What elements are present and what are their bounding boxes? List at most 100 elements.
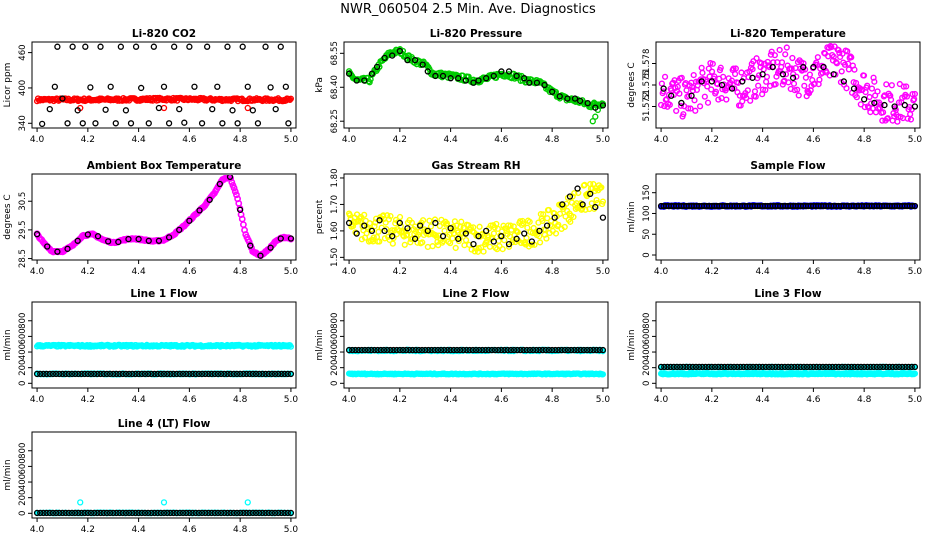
- data-point-magenta: [894, 118, 901, 125]
- data-point-black: [132, 370, 139, 378]
- data-point-black: [138, 509, 145, 517]
- data-point-black: [673, 363, 681, 371]
- data-point-black: [361, 77, 368, 84]
- data-point-black: [389, 233, 396, 240]
- y-tick-label: 68.25: [330, 109, 340, 133]
- x-tick-label: 4.8: [545, 135, 560, 145]
- data-point-black: [899, 363, 906, 371]
- plot-frame: [655, 173, 921, 261]
- data-point-black: [132, 43, 140, 50]
- data-point-black: [880, 363, 887, 371]
- y-tick-label: 51.572: [642, 92, 652, 122]
- data-point-black: [692, 363, 700, 371]
- y-tick-label: 800: [18, 313, 28, 329]
- data-point-black: [209, 106, 216, 113]
- data-point-magenta: [708, 86, 715, 93]
- data-point-black: [106, 509, 114, 517]
- data-point-black: [513, 72, 520, 80]
- data-point-black: [835, 363, 842, 371]
- y-tick-label: 400: [330, 344, 340, 360]
- data-point-magenta: [826, 72, 833, 79]
- data-point-black: [221, 509, 228, 517]
- data-point-black: [380, 346, 388, 354]
- data-point-black: [371, 346, 378, 354]
- data-point-black: [455, 235, 462, 242]
- data-point-black: [892, 363, 900, 371]
- data-point-black: [810, 63, 817, 71]
- data-point-yellow: [449, 235, 456, 242]
- x-tick-label: 4.0: [30, 525, 45, 535]
- data-point-yellow: [505, 222, 512, 229]
- data-point-black: [267, 244, 274, 251]
- data-point-yellow: [389, 240, 396, 247]
- y-tick-label: 68.40: [330, 75, 340, 99]
- data-point-black: [87, 509, 95, 517]
- data-point-yellow: [429, 243, 436, 250]
- data-point-black: [756, 363, 763, 371]
- data-point-black: [138, 84, 145, 92]
- data-point-black: [826, 363, 833, 371]
- data-point-black: [151, 509, 158, 517]
- data-point-black: [59, 370, 66, 378]
- data-point-black: [267, 84, 274, 91]
- data-point-magenta: [861, 103, 868, 111]
- data-point-black: [820, 63, 827, 71]
- y-tick-label: 29.5: [18, 220, 28, 239]
- data-point-magenta: [852, 79, 860, 87]
- data-point-black: [424, 227, 431, 235]
- data-point-black: [574, 346, 581, 354]
- data-point-black: [568, 346, 575, 354]
- x-tick-label: 4.0: [342, 395, 357, 405]
- data-point-magenta: [864, 82, 871, 89]
- data-point-black: [196, 207, 203, 214]
- data-point-black: [160, 83, 168, 90]
- data-point-black: [189, 509, 196, 517]
- x-tick-label: 4.0: [654, 135, 669, 145]
- data-point-black: [106, 370, 114, 378]
- data-point-black: [678, 99, 685, 107]
- data-point-black: [208, 509, 215, 517]
- data-point-magenta: [685, 92, 693, 99]
- data-point-black: [141, 370, 149, 378]
- data-point-black: [191, 83, 198, 90]
- data-point-black: [275, 370, 282, 378]
- data-point-yellow: [441, 227, 448, 234]
- data-point-black: [259, 370, 266, 378]
- plot-marks: [657, 43, 919, 125]
- data-point-black: [154, 370, 161, 378]
- data-point-black: [523, 346, 530, 354]
- data-point-yellow: [598, 184, 605, 191]
- x-tick-label: 4.0: [30, 135, 45, 145]
- data-point-magenta: [866, 93, 873, 101]
- data-point-black: [876, 363, 884, 371]
- data-point-black: [564, 346, 572, 354]
- data-point-black: [737, 363, 744, 371]
- data-point-yellow: [380, 212, 387, 219]
- data-point-black: [65, 370, 72, 378]
- data-point-magenta: [233, 191, 240, 199]
- plot-frame: [31, 431, 297, 519]
- x-tick-label: 4.8: [233, 267, 248, 277]
- data-point-black: [867, 363, 874, 371]
- data-point-magenta: [676, 90, 683, 97]
- data-point-black: [901, 101, 908, 109]
- data-point-magenta: [680, 111, 687, 118]
- data-point-black: [911, 103, 919, 110]
- data-point-black: [587, 190, 594, 197]
- data-point-black: [841, 363, 849, 371]
- data-point-black: [483, 75, 490, 82]
- x-tick-label: 4.6: [806, 395, 821, 405]
- data-point-black: [224, 509, 231, 517]
- data-point-magenta: [888, 82, 895, 89]
- data-point-black: [387, 346, 394, 354]
- data-point-black: [507, 346, 515, 354]
- data-point-black: [179, 370, 187, 378]
- data-point-black: [870, 363, 877, 371]
- data-point-black: [576, 97, 584, 104]
- data-point-black: [102, 106, 109, 113]
- data-point-black: [72, 509, 79, 517]
- data-point-magenta: [785, 79, 792, 86]
- data-point-magenta: [683, 87, 690, 94]
- data-point-black: [491, 346, 499, 354]
- data-point-magenta: [811, 80, 818, 87]
